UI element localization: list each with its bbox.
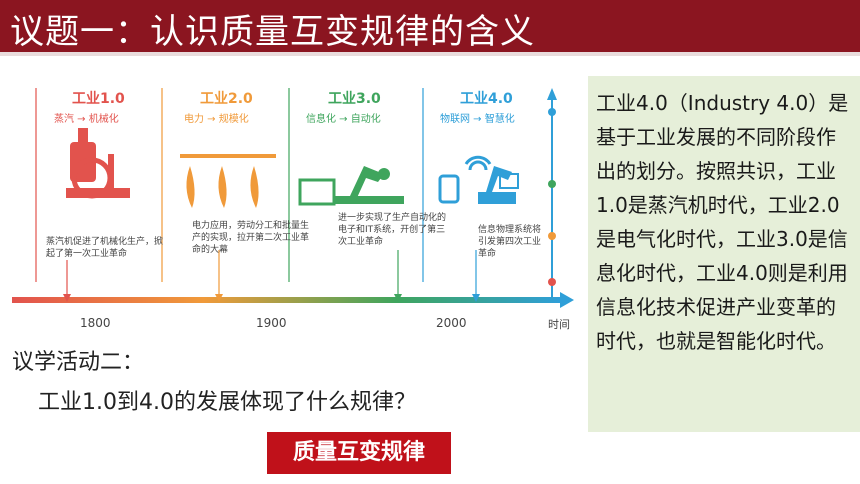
activity-title: 议学活动二： xyxy=(12,350,145,375)
era1-title: 工业1.0 xyxy=(72,91,125,107)
era3-subtitle: 信息化 → 自动化 xyxy=(306,114,381,125)
title-banner: 议题一：认识质量互变规律的含义 xyxy=(0,0,860,52)
robot-arm-icon xyxy=(298,166,404,206)
era3-description: 进一步实现了生产自动化的电子和IT系统，开创了第三次工业革命 xyxy=(338,213,447,247)
era4-description: 信息物理系统将引发第四次工业革命 xyxy=(478,225,542,259)
page-title: 议题一：认识质量互变规律的含义 xyxy=(10,12,535,52)
era4-subtitle: 物联网 → 智慧化 xyxy=(440,114,515,125)
era2-description: 电力应用，劳动分工和批量生产的实现，拉开第二次工业革命的大幕 xyxy=(192,221,310,255)
era2-subtitle: 电力 → 规模化 xyxy=(184,114,249,125)
notes-text: 工业4.0（Industry 4.0）是基于工业发展的不同阶段作出的划分。按照共… xyxy=(596,91,849,353)
smart-factory-icon xyxy=(438,155,519,204)
industry-timeline: 工业1.0 蒸汽 → 机械化 蒸汽机促进了机械化生产，掀起了第一次工业革命 工业… xyxy=(0,70,580,340)
steam-engine-icon xyxy=(66,128,130,199)
notes-panel: 工业4.0（Industry 4.0）是基于工业发展的不同阶段作出的划分。按照共… xyxy=(588,76,860,432)
era2-title: 工业2.0 xyxy=(200,91,253,107)
time-axis-arrow-icon xyxy=(560,292,574,308)
activity-question: 工业1.0到4.0的发展体现了什么规律？ xyxy=(38,390,416,415)
era1-description: 蒸汽机促进了机械化生产，掀起了第一次工业革命 xyxy=(46,237,164,259)
era4-title: 工业4.0 xyxy=(460,91,513,107)
level-dot-icon xyxy=(548,180,556,188)
vertical-axis-arrow-icon xyxy=(547,88,557,100)
assembly-line-icon xyxy=(180,154,276,208)
axis-label: 时间 xyxy=(548,318,570,331)
answer-button[interactable]: 质量互变规律 xyxy=(267,432,451,474)
banner-stripe xyxy=(0,52,860,56)
era3-marker-icon xyxy=(394,294,402,302)
era1-subtitle: 蒸汽 → 机械化 xyxy=(54,114,119,125)
level-dot-icon xyxy=(548,108,556,116)
tick-label-1800: 1800 xyxy=(80,316,111,330)
era3-title: 工业3.0 xyxy=(328,91,381,107)
level-dot-icon xyxy=(548,278,556,286)
tick-label-1900: 1900 xyxy=(256,316,287,330)
tick-label-2000: 2000 xyxy=(436,316,467,330)
era1-marker-icon xyxy=(63,294,71,302)
timeline-graphic xyxy=(12,88,574,308)
level-dot-icon xyxy=(548,232,556,240)
era4-marker-icon xyxy=(472,294,480,302)
time-axis xyxy=(12,297,560,303)
era2-marker-icon xyxy=(215,294,223,302)
